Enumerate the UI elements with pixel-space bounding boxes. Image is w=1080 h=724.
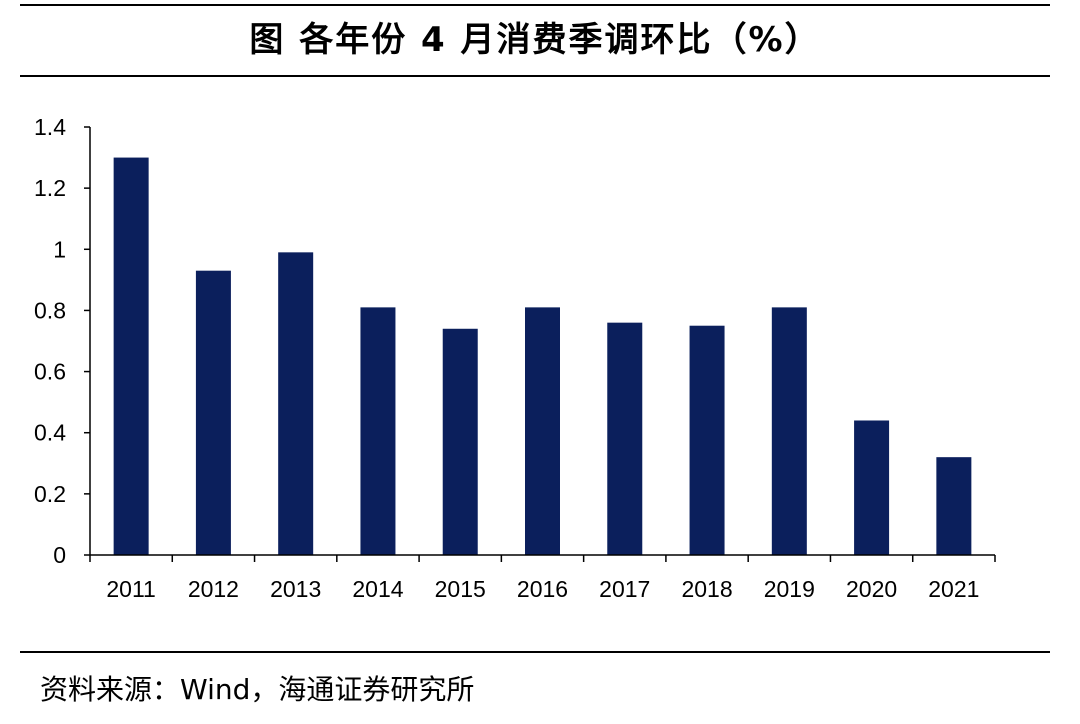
x-tick-label: 2016	[517, 576, 568, 602]
bar-2018	[689, 325, 725, 555]
bar-2017	[607, 322, 643, 555]
bar-2019	[771, 307, 807, 555]
y-tick-label: 0.8	[34, 297, 66, 323]
y-tick-label: 1.4	[34, 114, 66, 140]
bar-chart: 0 0.2 0.4 0.6 0.8 1 1.2 1.4 2011 2012 2013 2014 2015…	[34, 114, 996, 602]
title-rule	[20, 75, 1050, 77]
bottom-rule	[20, 651, 1050, 653]
bar-2012	[195, 270, 231, 555]
x-tick-label: 2018	[681, 576, 732, 602]
source-note: 资料来源：Wind，海通证券研究所	[40, 673, 475, 706]
y-tick-label: 0.4	[34, 420, 66, 446]
y-tick-label: 1.2	[34, 175, 66, 201]
x-tick-label: 2015	[435, 576, 486, 602]
bar-2020	[854, 420, 890, 555]
bar-2013	[278, 252, 314, 555]
bar-2015	[442, 328, 478, 555]
bar-2011	[113, 157, 149, 555]
y-tick-label: 0.6	[34, 359, 66, 385]
x-tick-label: 2013	[270, 576, 321, 602]
x-tick-label: 2021	[928, 576, 979, 602]
y-tick-label: 1	[53, 236, 66, 262]
bar-2014	[360, 307, 396, 555]
x-tick-label: 2012	[188, 576, 239, 602]
top-rule	[20, 4, 1050, 6]
y-tick-label: 0.2	[34, 481, 66, 507]
figure-title: 图 各年份 4 月消费季调环比（%）	[249, 20, 821, 60]
x-tick-label: 2014	[352, 576, 403, 602]
bar-2016	[525, 307, 560, 555]
x-tick-label: 2011	[106, 576, 155, 602]
bar-2021	[936, 457, 972, 555]
y-tick-label: 0	[53, 542, 66, 568]
x-tick-label: 2019	[764, 576, 815, 602]
x-tick-label: 2017	[599, 576, 650, 602]
x-tick-label: 2020	[846, 576, 897, 602]
